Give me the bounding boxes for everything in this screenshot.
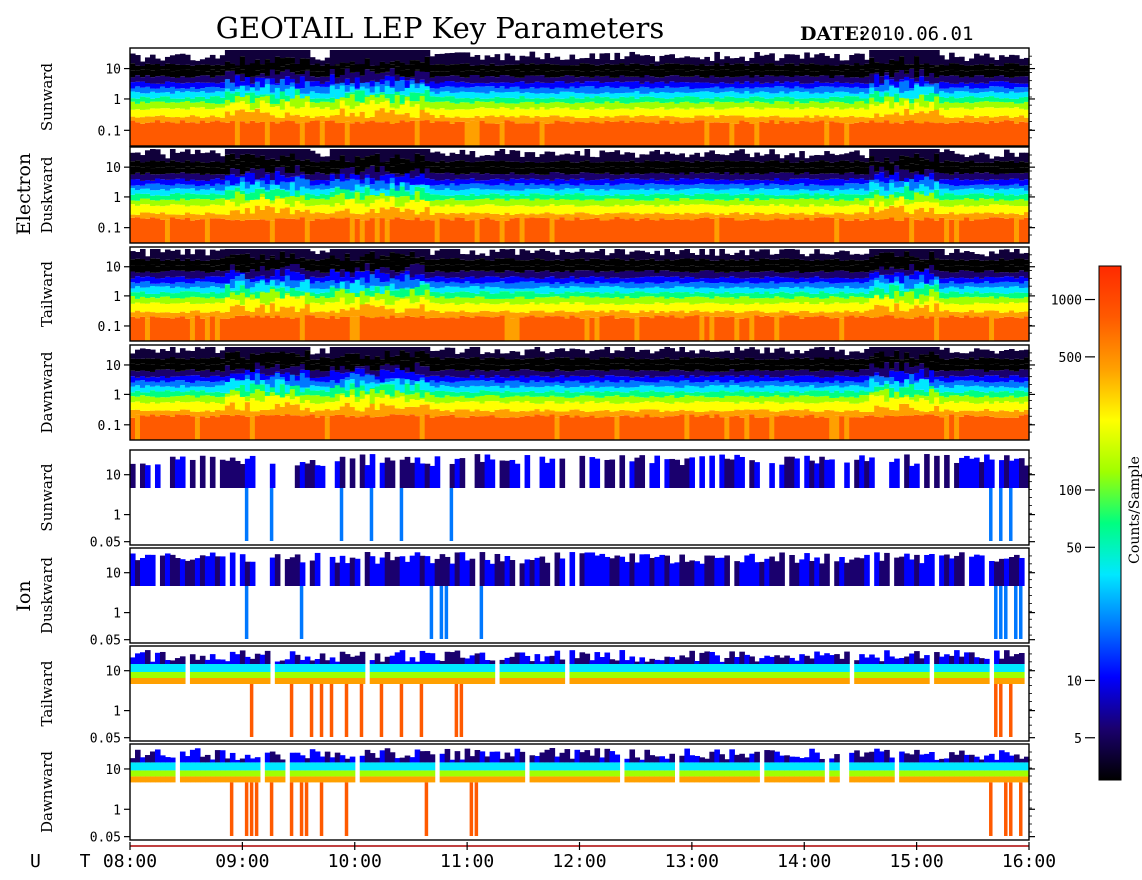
x-tick-label: 11:00	[440, 851, 494, 872]
heatmap-columns	[130, 347, 1030, 440]
date-label: DATE:	[800, 23, 866, 45]
x-tick-label: 15:00	[890, 851, 944, 872]
heatmap-columns	[130, 552, 1025, 639]
colorbar-tick-label: 500	[1059, 351, 1082, 366]
x-tick-label: 12:00	[552, 851, 606, 872]
y-tick-label: 1	[113, 388, 121, 403]
x-tick-label: 08:00	[103, 851, 157, 872]
panel-label-duskward: Duskward	[38, 156, 56, 233]
panel-electron-tailward: 10 1 0.1 Tailward	[38, 246, 1035, 342]
panel-label-dawnward: Dawnward	[38, 351, 56, 433]
date-value: 2010.06.01	[859, 23, 973, 45]
colorbar-tick-label: 5	[1074, 732, 1082, 747]
panel-electron-dawnward: 10 1 0.1 Dawnward	[38, 344, 1035, 441]
y-tick-label: 0.05	[90, 732, 121, 747]
panel-label-dawnward: Dawnward	[38, 751, 56, 833]
x-tick-label: 09:00	[215, 851, 269, 872]
y-tick-label: 10	[105, 63, 121, 78]
y-tick-label: 0.05	[90, 634, 121, 649]
panel-ion-dawnward: 10 1 0.05 Dawnward	[38, 743, 1035, 846]
y-tick-label: 1	[113, 191, 121, 206]
colorbar-label: Counts/Sample	[1127, 456, 1142, 564]
group-label-ion: Ion	[13, 580, 35, 611]
x-tick-label: 16:00	[1002, 851, 1056, 872]
y-tick-label: 1	[113, 607, 121, 622]
y-tick-label: 1	[113, 705, 121, 720]
heatmap-columns	[130, 650, 1025, 737]
panel-label-tailward: Tailward	[38, 660, 56, 726]
colorbar-tick-label: 1000	[1051, 294, 1082, 309]
heatmap-columns	[130, 249, 1030, 341]
panel-electron-duskward: 10 1 0.1 Duskward	[38, 146, 1035, 244]
y-tick-label: 10	[105, 469, 121, 484]
panel-label-duskward: Duskward	[38, 557, 56, 634]
y-tick-label: 0.1	[98, 419, 121, 434]
x-tick-label: 10:00	[328, 851, 382, 872]
y-tick-label: 1	[113, 509, 121, 524]
panel-label-tailward: Tailward	[38, 261, 56, 327]
x-tick-label: 13:00	[665, 851, 719, 872]
y-tick-label: 0.1	[98, 222, 121, 237]
x-tick-label: 14:00	[777, 851, 831, 872]
group-label-electron: Electron	[13, 153, 35, 235]
panel-label-sunward: Sunward	[38, 63, 56, 132]
heatmap-columns	[130, 149, 1030, 243]
heatmap-columns	[130, 748, 1030, 836]
y-tick-label: 10	[105, 763, 121, 778]
y-tick-label: 10	[105, 261, 121, 276]
colorbar-gradient	[1098, 265, 1122, 781]
panel-label-sunward: Sunward	[38, 463, 56, 532]
colorbar-tick-label: 10	[1066, 674, 1082, 689]
colorbar: 1000 500 100 50 10 5 Counts/Sample	[1051, 265, 1142, 781]
y-tick-label: 10	[105, 567, 121, 582]
panel-electron-sunward: 10 1 0.1 Sunward	[38, 47, 1035, 147]
panel-ion-tailward: 10 1 0.05 Tailward	[38, 645, 1035, 747]
heatmap-columns	[130, 454, 1030, 541]
spectrogram-panels: 10 1 0.1 Sunward 10 1 0.1 Duskward 10 1 0.1 Tailwar…	[38, 47, 1035, 846]
y-tick-label: 0.1	[98, 320, 121, 335]
y-tick-label: 1	[113, 93, 121, 108]
y-tick-label: 0.05	[90, 536, 121, 551]
panel-ion-duskward: 10 1 0.05 Duskward	[38, 547, 1035, 649]
y-tick-label: 0.1	[98, 124, 121, 139]
y-tick-label: 10	[105, 359, 121, 374]
heatmap-columns	[130, 50, 1030, 146]
y-tick-label: 1	[113, 290, 121, 305]
panel-ion-sunward: 10 1 0.05 Sunward	[38, 449, 1035, 551]
colorbar-tick-label: 50	[1066, 541, 1082, 556]
time-axis: U T08:00 09:00 10:00 11:00 12:00 13:00 14:00 15…	[30, 842, 1056, 872]
y-tick-label: 0.05	[90, 831, 121, 846]
y-tick-label: 10	[105, 665, 121, 680]
colorbar-tick-label: 100	[1059, 484, 1082, 499]
chart-title: GEOTAIL LEP Key Parameters	[216, 11, 664, 45]
x-axis-label: U T	[30, 851, 105, 872]
y-tick-label: 10	[105, 161, 121, 176]
y-tick-label: 1	[113, 803, 121, 818]
